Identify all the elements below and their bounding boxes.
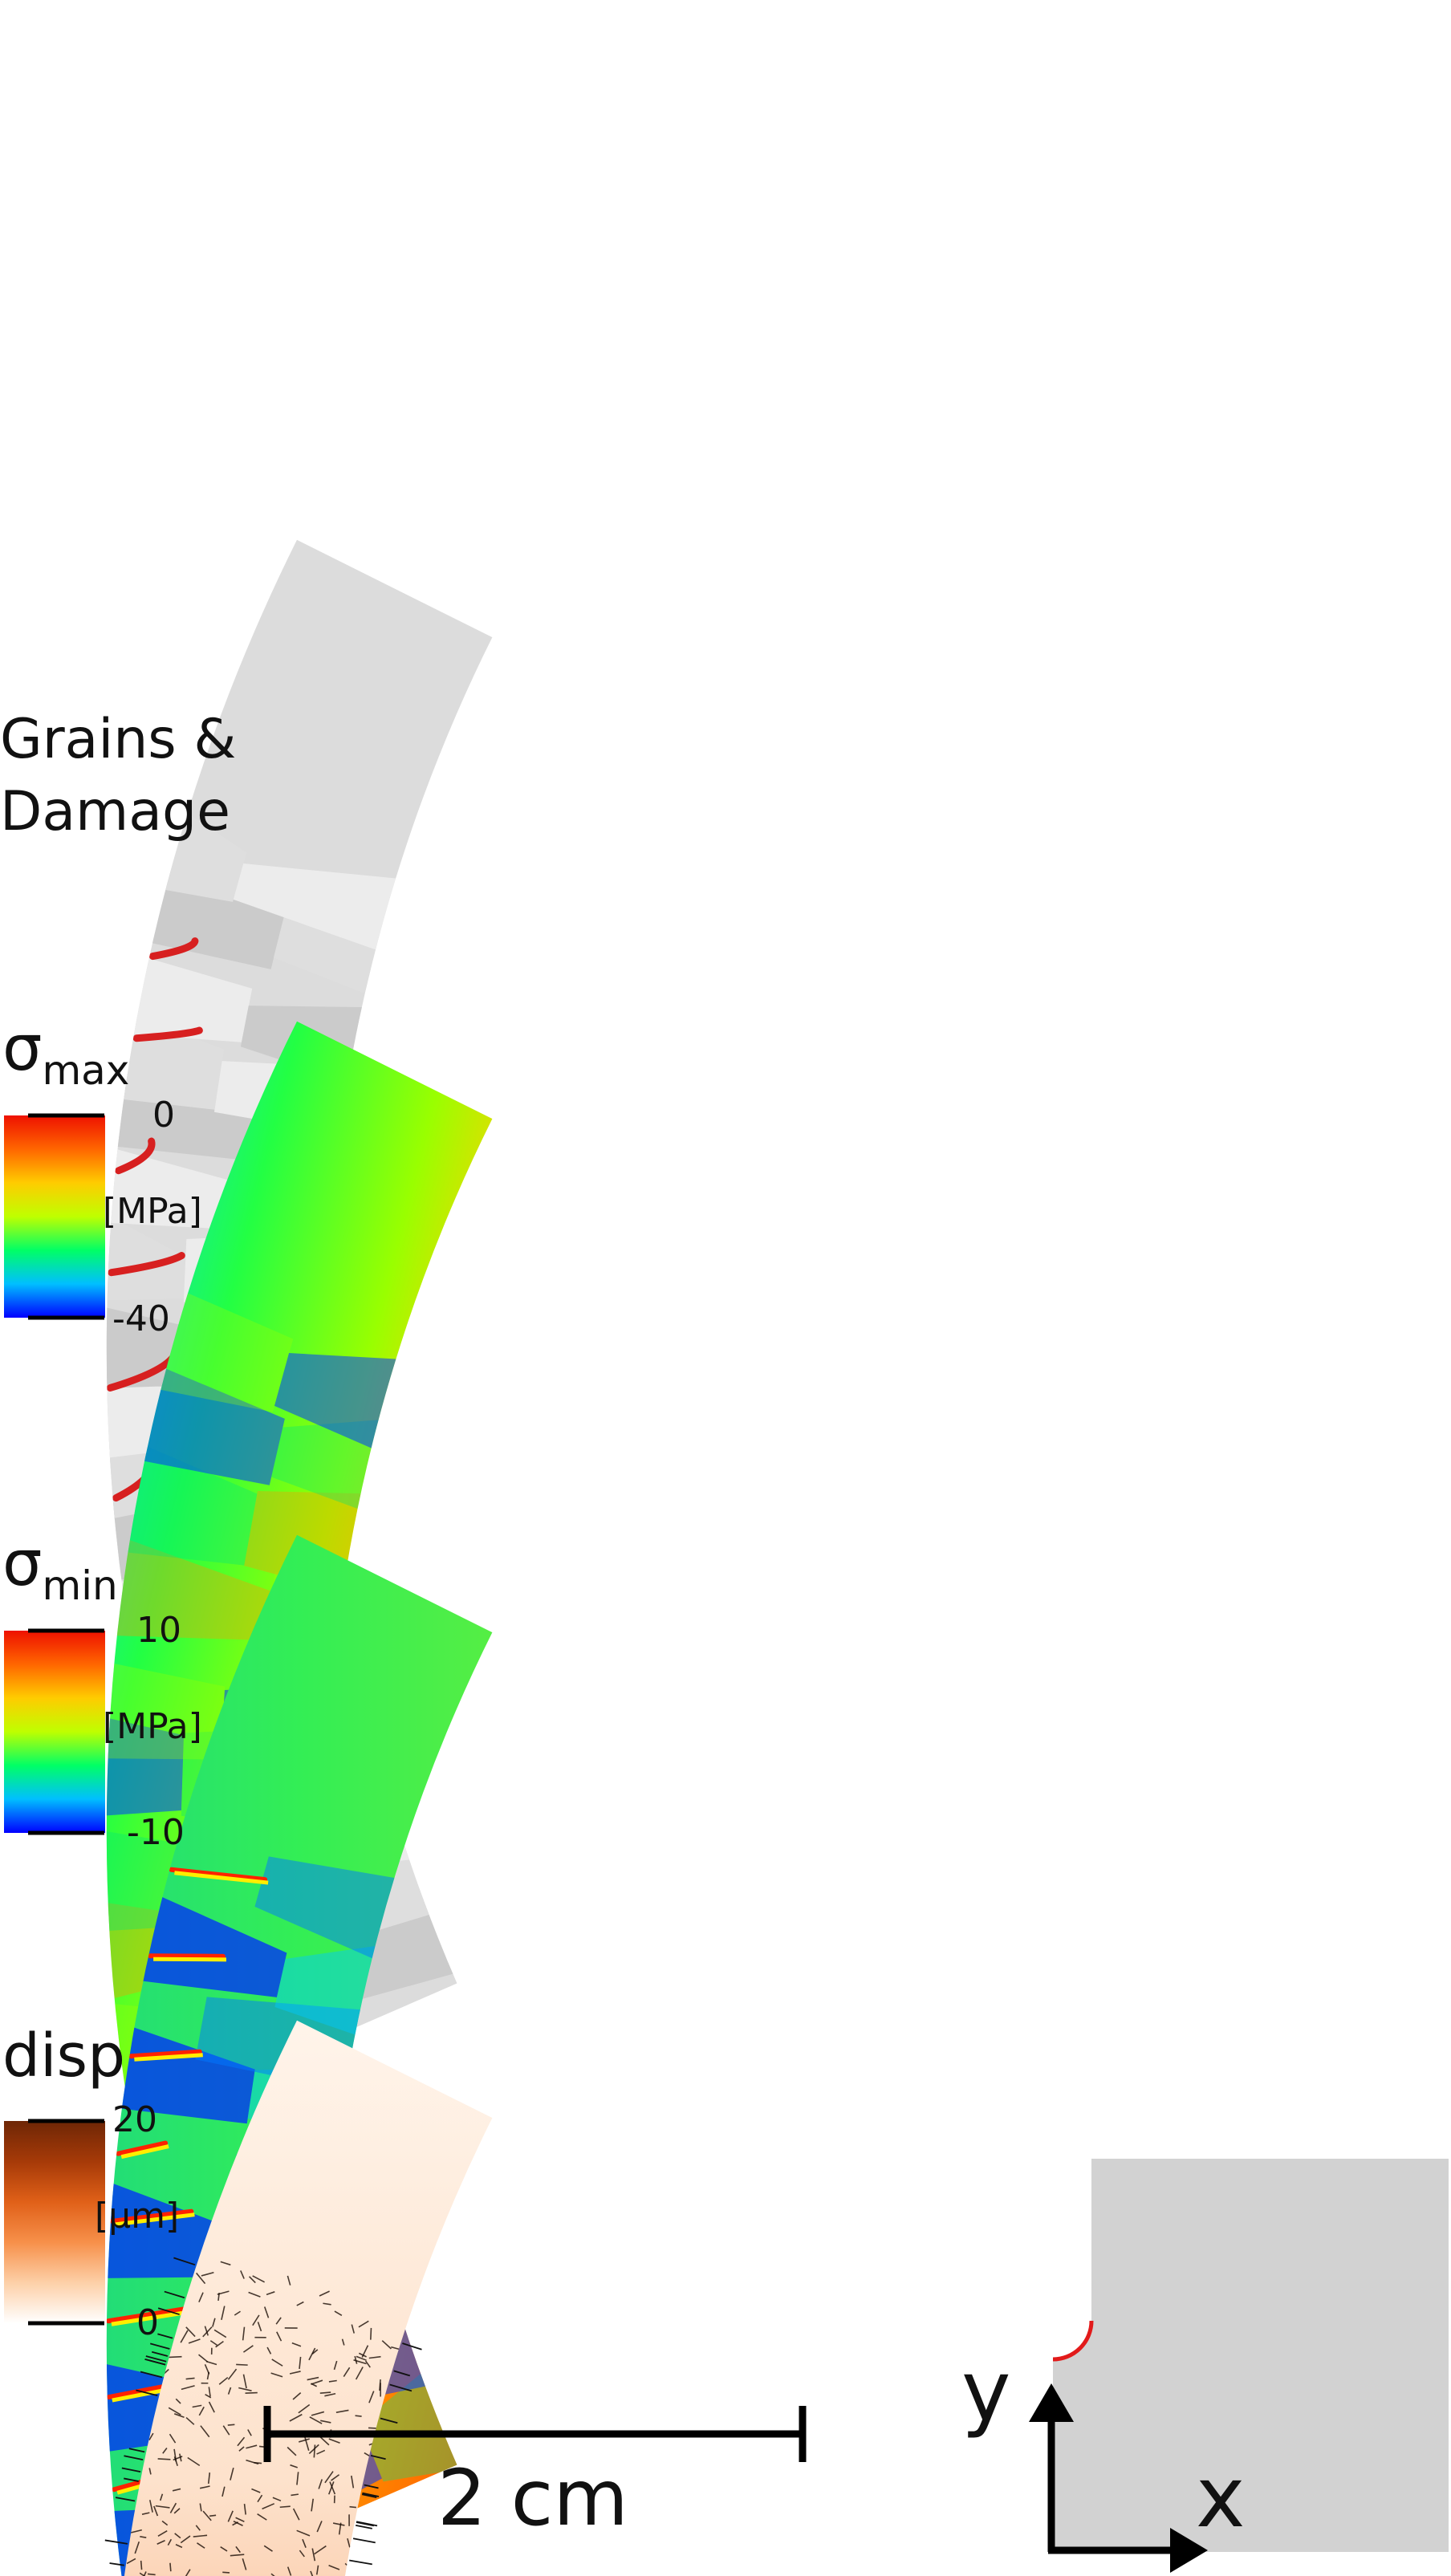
sigma-max-colorbar [4, 1115, 105, 1318]
sigma-max-symbol-char: σ [2, 1013, 43, 1085]
sigma-min-tick-min: -10 [127, 1812, 185, 1853]
sigma-max-subscript: max [42, 1047, 130, 1094]
sigma-min-tick-max: 10 [136, 1610, 181, 1651]
scale-bar-label: 2 cm [437, 2453, 628, 2543]
sigma-max-unit: [MPa] [103, 1191, 202, 1232]
sigma-max-symbol: σmax [2, 1018, 129, 1091]
inset-y-axis-label: y [961, 2342, 1011, 2440]
sigma-max-tick-min: -40 [112, 1298, 170, 1339]
sigma-min-unit: [MPa] [103, 1706, 202, 1747]
disp-tick-max: 20 [112, 2099, 157, 2140]
specimen-inset [1029, 2159, 1449, 2573]
disp-unit: [µm] [95, 2196, 180, 2237]
disp-title: disp [2, 2021, 126, 2090]
sigma-max-tick-max: 0 [152, 1095, 175, 1136]
grains-title-line1: Grains & [0, 708, 237, 771]
scale-bar [263, 2406, 807, 2462]
sigma-min-symbol-char: σ [2, 1528, 43, 1600]
disp-colorbar [4, 2121, 105, 2323]
sigma-min-colorbar [4, 1631, 105, 1833]
disp-tick-min: 0 [136, 2302, 159, 2343]
sigma-min-symbol: σmin [2, 1533, 118, 1606]
grains-title-line2: Damage [0, 780, 230, 843]
displacement-arc [104, 2020, 493, 2576]
sigma-min-subscript: min [42, 1562, 118, 1609]
inset-x-axis-label: x [1196, 2448, 1246, 2546]
